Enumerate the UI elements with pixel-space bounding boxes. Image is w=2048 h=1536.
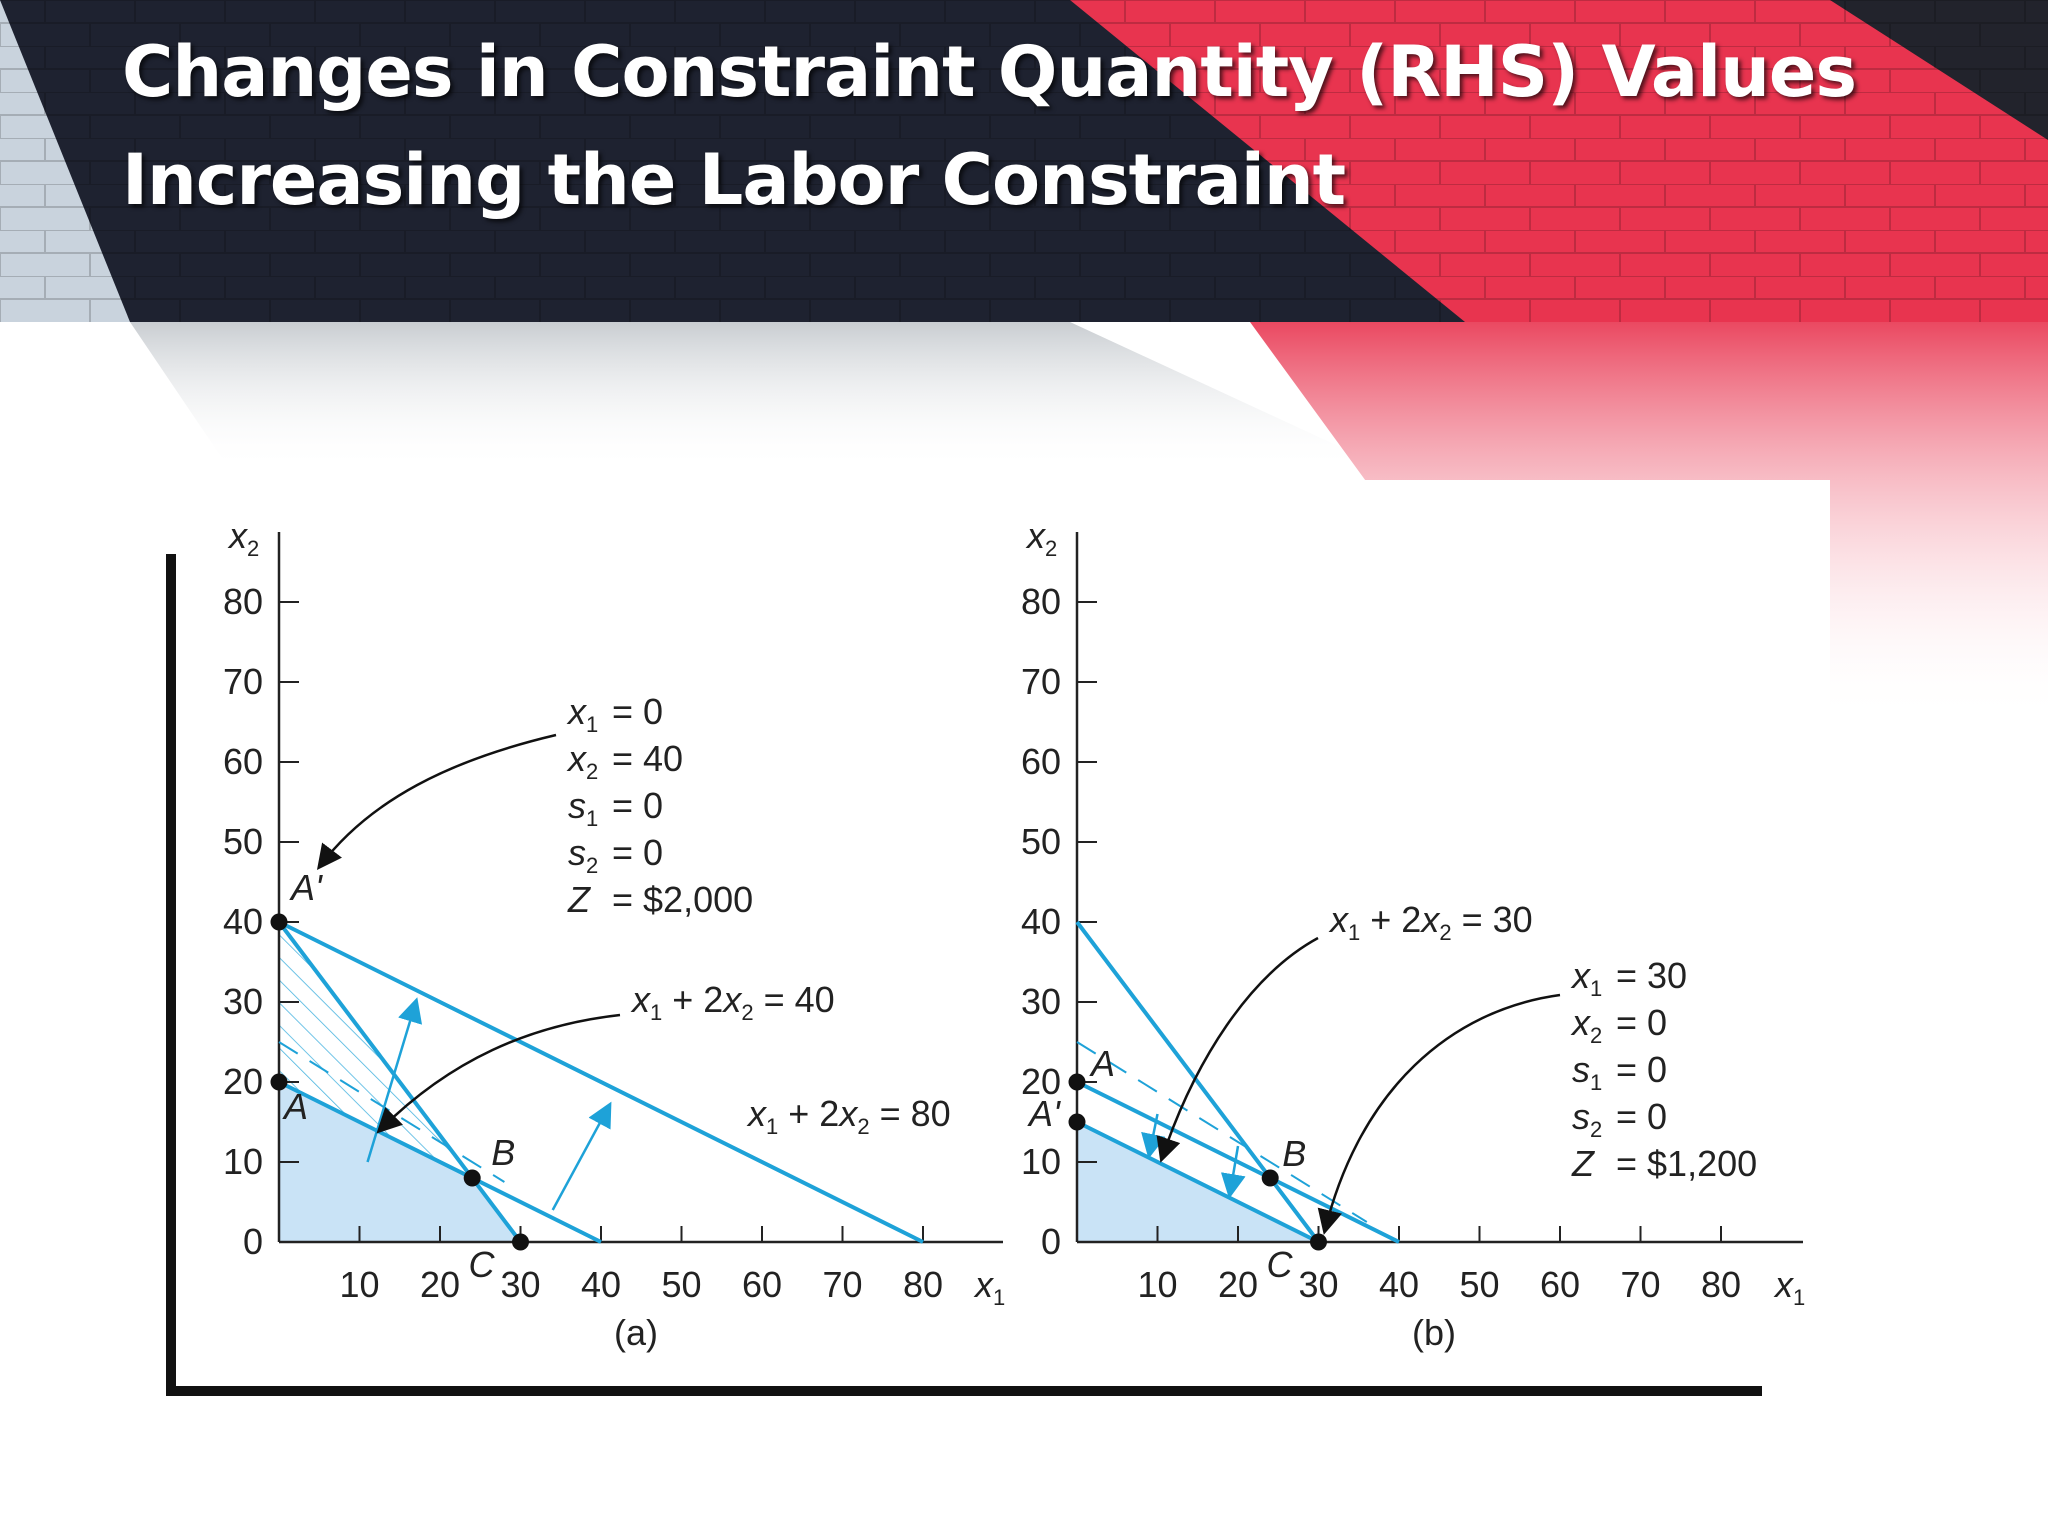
- y-tick-label: 20: [1021, 1061, 1061, 1102]
- feasible-region: [279, 1082, 521, 1242]
- y-tick-label: 50: [1021, 821, 1061, 862]
- callout-arrow: [1317, 993, 1561, 1235]
- y-tick-label: 70: [223, 661, 263, 702]
- constraint-line-3: [1075, 920, 1321, 1244]
- direction-arrow: [551, 1101, 612, 1211]
- y-tick-label: 60: [1021, 741, 1061, 782]
- x-tick-label: 70: [822, 1264, 862, 1305]
- x-tick-label: 50: [661, 1264, 701, 1305]
- y-axis-label: x2: [1025, 515, 1057, 561]
- dark-fade: [130, 322, 1390, 470]
- y-tick-label: 30: [1021, 981, 1061, 1022]
- callout-line: Z = $1,200: [1571, 1143, 1757, 1184]
- x-tick-label: 80: [903, 1264, 943, 1305]
- y-tick-label: 0: [243, 1221, 263, 1262]
- constraint-equation-label: x1 + 2x2 = 30: [1328, 899, 1533, 945]
- callout-line: s1 = 0: [1572, 1049, 1667, 1095]
- x-tick-label: 80: [1701, 1264, 1741, 1305]
- point-label-c: C: [1267, 1244, 1294, 1285]
- slide-title: Changes in Constraint Quantity (RHS) Val…: [122, 18, 1922, 234]
- y-tick-label: 80: [223, 581, 263, 622]
- x-tick-label: 30: [500, 1264, 540, 1305]
- label-arrow: [1156, 936, 1319, 1163]
- point-b: [1261, 1169, 1279, 1187]
- x-axis-label: x1: [1773, 1264, 1805, 1310]
- point-label-b: B: [1282, 1133, 1306, 1174]
- point-a-prime: [1068, 1113, 1086, 1131]
- y-tick-label: 0: [1041, 1221, 1061, 1262]
- y-tick-label: 10: [1021, 1141, 1061, 1182]
- x-tick-label: 10: [1137, 1264, 1177, 1305]
- y-tick-label: 10: [223, 1141, 263, 1182]
- figure-card: [176, 480, 1830, 1386]
- point-label-b: B: [491, 1132, 515, 1173]
- x-axis-label: x1: [973, 1264, 1005, 1310]
- callout-line: x2 = 40: [566, 738, 683, 784]
- y-tick-label: 20: [223, 1061, 263, 1102]
- slide-title-line-2: Increasing the Labor Constraint: [122, 139, 1346, 221]
- y-tick-label: 50: [223, 821, 263, 862]
- x-tick-label: 60: [742, 1264, 782, 1305]
- callout-line: s2 = 0: [1572, 1096, 1667, 1142]
- x-tick-label: 30: [1298, 1264, 1338, 1305]
- slide-title-line-1: Changes in Constraint Quantity (RHS) Val…: [122, 31, 1857, 113]
- label-arrow: [376, 1013, 621, 1134]
- constraint-line-1: [1076, 1120, 1320, 1244]
- constraint-equation-label: x1 + 2x2 = 40: [630, 979, 835, 1025]
- callout-line: x1 = 0: [566, 691, 663, 737]
- point-a: [1068, 1073, 1086, 1091]
- y-axis-label: x2: [227, 515, 259, 561]
- y-tick-label: 30: [223, 981, 263, 1022]
- y-tick-label: 70: [1021, 661, 1061, 702]
- point-b: [463, 1169, 481, 1187]
- constraint-line-3: [277, 920, 523, 1244]
- y-tick-label: 80: [1021, 581, 1061, 622]
- direction-arrow: [1141, 1113, 1166, 1159]
- x-tick-label: 70: [1620, 1264, 1660, 1305]
- chart-panel-a: 0 10 20 30 40 50 60 70 80 10 20 30 40 50 60 70 80 x1 x2 A' A…: [223, 515, 1005, 1353]
- y-tick-label: 40: [1021, 901, 1061, 942]
- panel-label: (b): [1412, 1312, 1456, 1353]
- point-label-a-prime: A': [289, 867, 323, 908]
- x-tick-label: 20: [420, 1264, 460, 1305]
- point-label-a-prime: A': [1027, 1093, 1061, 1134]
- x-tick-label: 20: [1218, 1264, 1258, 1305]
- chart-panel-b: 0 10 20 30 40 50 60 70 80 10 20 30 40 50 60 70 80 x1 x2 A A'…: [1021, 515, 1805, 1353]
- point-label-a: A: [282, 1086, 308, 1127]
- callout-arrow: [316, 733, 557, 870]
- x-tick-label: 60: [1540, 1264, 1580, 1305]
- x-tick-label: 40: [581, 1264, 621, 1305]
- brick-texture: [0, 0, 2048, 322]
- point-label-c: C: [469, 1244, 496, 1285]
- constraint-line-1: [278, 1080, 602, 1244]
- direction-arrow: [1220, 1145, 1246, 1199]
- panel-label: (a): [614, 1312, 658, 1353]
- x-tick-label: 10: [339, 1264, 379, 1305]
- point-a-prime: [270, 913, 288, 931]
- callout-line: x2 = 0: [1570, 1002, 1667, 1048]
- callout-line: s2 = 0: [568, 832, 663, 878]
- constraint-equation-label: x1 + 2x2 = 80: [746, 1093, 951, 1139]
- x-tick-label: 50: [1459, 1264, 1499, 1305]
- direction-arrow: [366, 997, 423, 1163]
- callout-line: x1 = 30: [1570, 955, 1687, 1001]
- constraint-line-2: [1076, 1080, 1400, 1244]
- point-a: [270, 1073, 288, 1091]
- point-c: [512, 1233, 529, 1251]
- callout-line: s1 = 0: [568, 785, 663, 831]
- point-c: [1310, 1233, 1327, 1251]
- constraint-line-2: [278, 920, 924, 1244]
- callout-line: Z = $2,000: [567, 879, 753, 920]
- x-tick-label: 40: [1379, 1264, 1419, 1305]
- dashed-line: [1076, 1041, 1368, 1223]
- point-label-a: A: [1089, 1043, 1115, 1084]
- y-tick-label: 40: [223, 901, 263, 942]
- dashed-line: [278, 1041, 505, 1183]
- y-tick-label: 60: [223, 741, 263, 782]
